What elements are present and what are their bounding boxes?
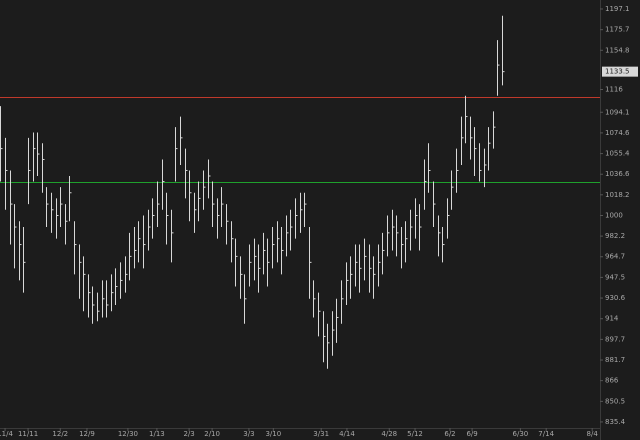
y-tick-label: 881.7: [605, 356, 625, 364]
y-tick-label: 835.4: [605, 418, 626, 426]
x-tick-label: 6/30: [513, 430, 529, 438]
x-tick-label: 5/12: [407, 430, 423, 438]
y-tick-label: 1055.4: [605, 150, 630, 158]
x-tick-label: 11/4: [0, 430, 13, 438]
y-tick-label: 930.6: [605, 294, 626, 302]
y-tick-label: 914: [605, 315, 619, 323]
x-tick-label: 3/3: [243, 430, 254, 438]
y-tick-label: 982.2: [605, 232, 625, 240]
x-tick-label: 2/10: [204, 430, 220, 438]
x-tick-label: 12/30: [118, 430, 138, 438]
y-tick-label: 1094.1: [605, 108, 630, 116]
x-tick-label: 8/4: [587, 430, 599, 438]
x-tick-label: 12/9: [79, 430, 95, 438]
y-tick-label: 1018.2: [605, 191, 630, 199]
y-tick-label: 1175.7: [605, 26, 630, 34]
y-tick-label: 1154.8: [605, 46, 630, 54]
y-tick-label: 866: [605, 377, 619, 385]
last-price-box: [602, 66, 638, 77]
x-tick-label: 2/3: [183, 430, 194, 438]
x-tick-label: 6/9: [466, 430, 477, 438]
x-tick-label: 11/11: [18, 430, 38, 438]
x-tick-label: 4/28: [381, 430, 397, 438]
y-tick-label: 1116: [605, 86, 623, 94]
y-tick-label: 850.5: [605, 397, 625, 405]
x-tick-label: 1/13: [149, 430, 165, 438]
x-tick-label: 6/2: [444, 430, 455, 438]
y-tick-label: 1036.6: [605, 170, 630, 178]
last-price-label: 1133.5: [605, 68, 630, 76]
y-tick-label: 1000: [605, 211, 623, 219]
x-tick-label: 3/10: [265, 430, 281, 438]
y-tick-label: 947.5: [605, 273, 625, 281]
y-tick-label: 1197.1: [605, 5, 630, 13]
x-tick-label: 3/31: [313, 430, 329, 438]
y-tick-label: 1074.6: [605, 129, 630, 137]
x-tick-label: 7/14: [538, 430, 554, 438]
y-tick-label: 964.7: [605, 253, 625, 261]
y-tick-label: 897.7: [605, 335, 625, 343]
x-tick-label: 4/14: [339, 430, 355, 438]
x-tick-label: 12/2: [52, 430, 68, 438]
